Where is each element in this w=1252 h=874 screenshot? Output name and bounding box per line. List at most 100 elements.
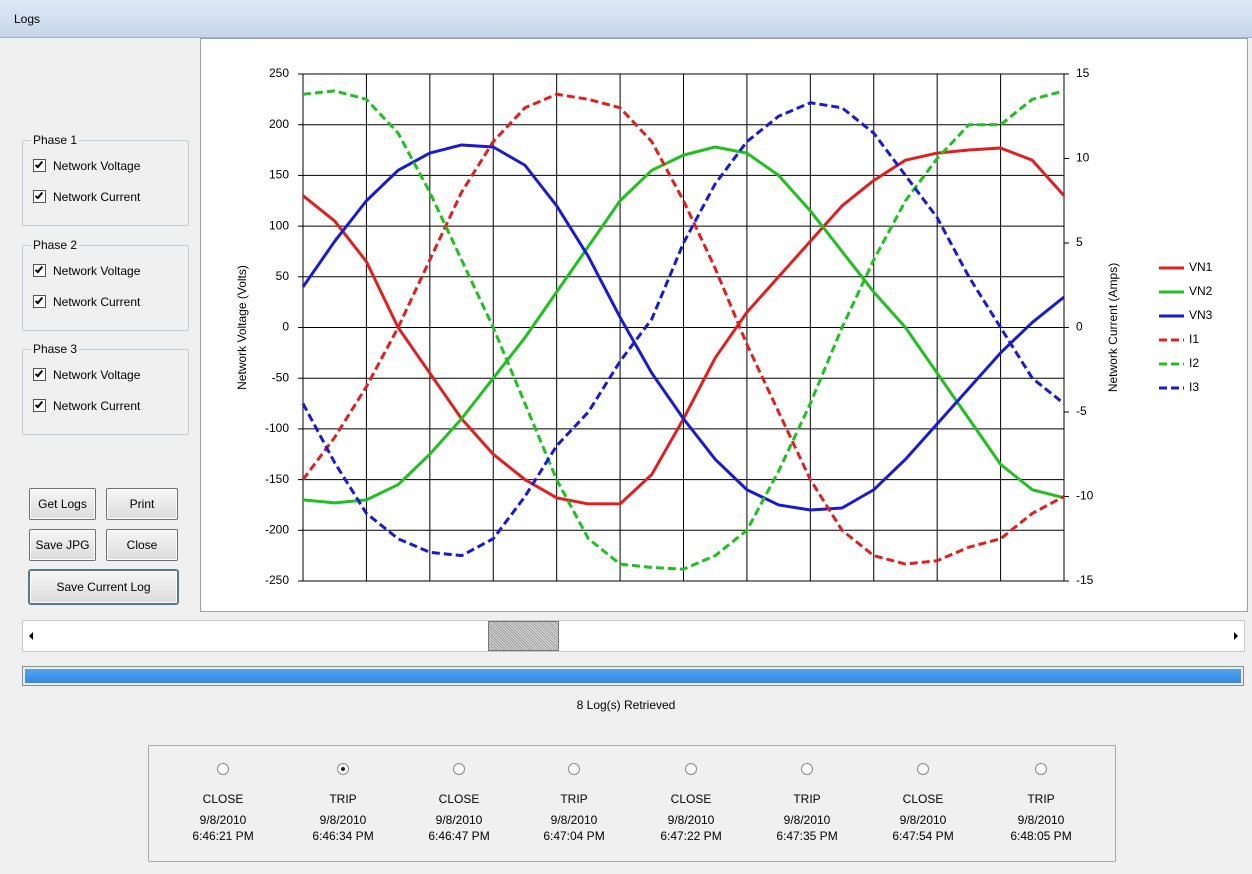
checkbox[interactable]: Network Current (33, 398, 183, 414)
legend-label: I2 (1189, 356, 1199, 370)
log-item[interactable]: TRIP 9/8/2010 6:47:35 PM (757, 762, 857, 857)
check-mark (34, 159, 44, 169)
button[interactable]: Get Logs (29, 488, 96, 520)
y2-tick-label: 10 (1076, 151, 1090, 165)
group-label: Phase 2 (31, 238, 80, 252)
checkbox-box (33, 264, 46, 277)
checkbox-label: Network Voltage (53, 159, 141, 173)
log-item[interactable]: CLOSE 9/8/2010 6:47:22 PM (641, 762, 741, 857)
checkbox[interactable]: Network Voltage (33, 158, 183, 174)
y2-tick-label: -5 (1076, 404, 1087, 418)
y2-tick-label: -10 (1076, 489, 1094, 503)
y2-tick-label: 15 (1076, 66, 1090, 80)
button[interactable]: Print (106, 488, 178, 520)
radio (917, 763, 929, 775)
checkbox[interactable]: Network Voltage (33, 263, 183, 279)
series-line (301, 92, 1065, 566)
status-text: 8 Log(s) Retrieved (576, 698, 676, 712)
phase-group: Phase 1 Network Voltage Network Current (22, 133, 189, 226)
series-line (301, 101, 1065, 558)
checkbox-box (33, 399, 46, 412)
y-tick-label: -50 (272, 370, 290, 384)
check-mark (34, 264, 44, 274)
group-label: Phase 1 (31, 133, 80, 147)
window-title: Logs (14, 12, 41, 26)
plot-frame (302, 73, 1065, 582)
log-item[interactable]: CLOSE 9/8/2010 6:47:54 PM (873, 762, 973, 857)
log-event: CLOSE (202, 792, 244, 806)
log-event: CLOSE (438, 792, 480, 806)
checkbox-label: Network Voltage (53, 368, 141, 382)
radio (217, 763, 229, 775)
radio (453, 763, 465, 775)
log-date: 9/8/2010 (899, 813, 947, 827)
series-line (302, 145, 1065, 505)
check-mark (34, 368, 44, 378)
checkbox-label: Network Current (53, 399, 141, 413)
chart-panel: -250 -200 -150 -100 -50 0 50 100 150 200 250 -15 -10… (200, 38, 1248, 612)
radio (1035, 763, 1047, 775)
y-tick-label: 150 (269, 168, 289, 182)
check-mark (34, 190, 44, 200)
log-date: 9/8/2010 (199, 813, 247, 827)
log-item[interactable]: TRIP 9/8/2010 6:47:04 PM (524, 762, 624, 857)
y-tick-label: 0 (282, 320, 289, 334)
chart: -250-200-150-100-50050100150200250-15-10… (235, 66, 1213, 587)
log-item[interactable]: CLOSE 9/8/2010 6:46:47 PM (409, 762, 509, 857)
legend-label: VN3 (1189, 308, 1213, 322)
button[interactable]: Save JPG (29, 529, 96, 561)
phase-group: Phase 2 Network Voltage Network Current (22, 238, 189, 331)
group-label: Phase 3 (31, 342, 80, 356)
phase-group: Phase 3 Network Voltage Network Current (22, 342, 189, 435)
log-item[interactable]: CLOSE 9/8/2010 6:46:21 PM (173, 762, 273, 857)
checkbox-box (33, 368, 46, 381)
checkbox[interactable]: Network Current (33, 189, 183, 205)
checkbox[interactable]: Network Current (33, 294, 183, 310)
scroll-left[interactable] (23, 621, 41, 651)
legend-label: VN1 (1189, 260, 1213, 274)
log-time: 6:47:04 PM (543, 829, 605, 843)
legend-label: I3 (1189, 380, 1199, 394)
y2-tick-label: 0 (1076, 320, 1083, 334)
y2-axis-label: Network Current (Amps) (1106, 263, 1120, 392)
y-tick-label: 100 (269, 218, 289, 232)
y-tick-label: 250 (269, 66, 289, 80)
scroll-thumb[interactable] (488, 621, 559, 651)
scroll-right[interactable] (1226, 621, 1244, 651)
legend-label: I1 (1189, 332, 1199, 346)
series-line (302, 89, 1065, 571)
log-date: 9/8/2010 (1017, 813, 1065, 827)
button[interactable]: Close (106, 529, 178, 561)
log-time: 6:47:35 PM (776, 829, 838, 843)
log-event: TRIP (560, 792, 588, 806)
y2-tick-label: -15 (1076, 573, 1094, 587)
y-tick-label: -100 (265, 421, 289, 435)
log-time: 6:46:47 PM (428, 829, 490, 843)
arrow (1234, 632, 1238, 640)
checkbox[interactable]: Network Voltage (33, 367, 183, 383)
button[interactable]: Save Current Log (29, 570, 178, 604)
arrow (29, 632, 33, 640)
radio (337, 763, 349, 775)
check-mark (34, 295, 44, 305)
log-item[interactable]: TRIP 9/8/2010 6:46:34 PM (293, 762, 393, 857)
log-time: 6:46:21 PM (192, 829, 254, 843)
log-date: 9/8/2010 (550, 813, 598, 827)
radio (568, 763, 580, 775)
y-tick-label: 200 (269, 117, 289, 131)
y-axis-label: Network Voltage (Volts) (235, 265, 249, 390)
radio-dot (341, 767, 345, 771)
checkbox-label: Network Current (53, 295, 141, 309)
y-tick-label: -200 (265, 522, 289, 536)
radio (801, 763, 813, 775)
log-item[interactable]: TRIP 9/8/2010 6:48:05 PM (991, 762, 1091, 857)
log-event: CLOSE (902, 792, 944, 806)
progress-bar (22, 666, 1244, 686)
log-time: 6:48:05 PM (1010, 829, 1072, 843)
log-event: TRIP (793, 792, 821, 806)
log-date: 9/8/2010 (783, 813, 831, 827)
log-event: CLOSE (670, 792, 712, 806)
log-time: 6:46:34 PM (312, 829, 374, 843)
log-list: CLOSE 9/8/2010 6:46:21 PM TRIP 9/8/2010 6:46:… (148, 745, 1116, 862)
